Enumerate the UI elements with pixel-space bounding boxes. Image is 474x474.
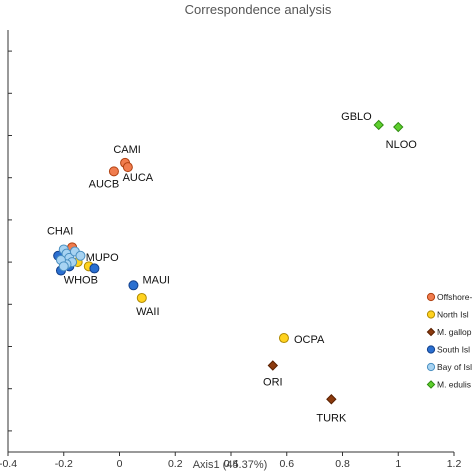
legend-label: M. edulis — [437, 380, 471, 390]
x-tick-label: 1.2 — [447, 458, 462, 470]
x-tick-label: -0.4 — [0, 458, 17, 470]
legend-marker — [426, 362, 436, 372]
legend-label: Bay of Isl — [437, 362, 472, 372]
point-label: TURK — [316, 412, 347, 424]
legend-label: Offshore- — [437, 292, 472, 302]
point-label: CAMI — [113, 144, 141, 156]
x-tick-label: 1 — [395, 458, 401, 470]
legend-marker — [426, 292, 436, 302]
legend-label: M. gallop — [437, 327, 472, 337]
legend-label: South Isl — [437, 345, 470, 355]
point-label: GBLO — [341, 111, 372, 123]
axes: -0.4 -0.2 0 0.2 0.4 0.6 0.8 1 1.2 — [0, 30, 461, 470]
data-point — [326, 394, 337, 405]
legend-label: North Isl — [437, 310, 469, 320]
data-point — [373, 119, 384, 131]
chart-title: Correspondence analysis — [185, 2, 332, 17]
point-label: AUCB — [89, 178, 120, 190]
point-label: MUPO — [86, 252, 119, 264]
data-point — [108, 166, 119, 177]
x-tick-label: 0.4 — [224, 458, 239, 470]
point-label: AUCA — [123, 172, 154, 184]
legend-marker — [426, 310, 436, 319]
point-label: WAII — [136, 306, 159, 318]
point-label: WHOB — [64, 274, 98, 286]
point-label: MAUI — [142, 274, 170, 286]
data-point — [75, 250, 86, 261]
point-label: OCPA — [294, 334, 325, 346]
data-point — [89, 263, 100, 274]
data-point — [393, 121, 404, 133]
point-label: CHAI — [47, 225, 73, 237]
x-tick-label: 0.8 — [335, 458, 350, 470]
data-point — [122, 162, 133, 173]
point-label: NLOO — [386, 139, 418, 151]
point-label: ORI — [263, 376, 283, 388]
data-point — [267, 360, 279, 371]
data-point — [58, 261, 69, 272]
data-point — [278, 333, 289, 344]
x-tick-label: 0 — [117, 458, 123, 470]
data-point — [128, 280, 139, 291]
data-point — [136, 292, 147, 303]
x-tick-label: 0.2 — [168, 458, 183, 470]
legend-marker — [426, 345, 436, 354]
legend-marker — [426, 327, 436, 337]
legend-marker — [426, 380, 436, 389]
x-tick-label: 0.6 — [279, 458, 294, 470]
x-tick-label: -0.2 — [55, 458, 73, 470]
legend: Offshore- North Isl M. gallop South Isl Bay … — [426, 292, 472, 390]
x-axis-title: Axis1 (45.37%) — [193, 459, 268, 471]
